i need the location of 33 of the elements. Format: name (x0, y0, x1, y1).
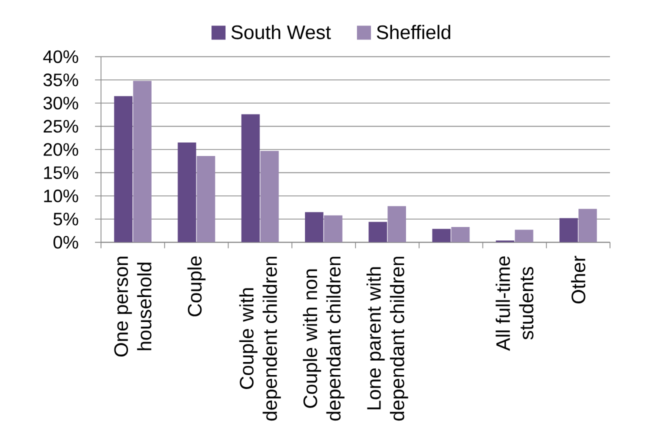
bar (260, 150, 279, 242)
bar (432, 228, 451, 242)
y-tick-label: 20% (44, 143, 78, 156)
bar (388, 206, 406, 242)
x-tick-label: All full-time students (496, 256, 534, 351)
bar (578, 208, 597, 242)
x-tick-label: Other (571, 256, 586, 304)
bar (324, 215, 342, 242)
y-tick-label: 35% (43, 74, 78, 86)
x-tick-label: Lone parent with dependant children (366, 256, 408, 421)
x-tick-label: Couple (187, 256, 206, 316)
bar (304, 212, 324, 242)
bar (368, 222, 388, 242)
bar (178, 142, 196, 242)
bar (451, 226, 470, 242)
bar (559, 218, 578, 242)
legend-label: Sheffield (376, 24, 450, 40)
bar (514, 230, 534, 242)
y-tick-label: 10% (44, 190, 78, 202)
y-tick-label: 15% (44, 166, 78, 180)
y-tick-label: 25% (44, 120, 78, 133)
y-tick-label: 5% (54, 212, 78, 226)
y-tick-label: 30% (43, 96, 78, 110)
legend-label: South West (231, 24, 331, 40)
bar (241, 114, 260, 242)
x-tick-label: Couple with non dependant children (302, 256, 344, 421)
x-tick-label: Couple with dependent children (239, 256, 281, 421)
y-tick-label: 40% (43, 50, 78, 64)
bar (196, 156, 216, 242)
bar (114, 96, 133, 242)
bar (133, 80, 152, 242)
y-tick-label: 0% (53, 236, 78, 249)
x-tick-label: One person household (114, 256, 152, 356)
